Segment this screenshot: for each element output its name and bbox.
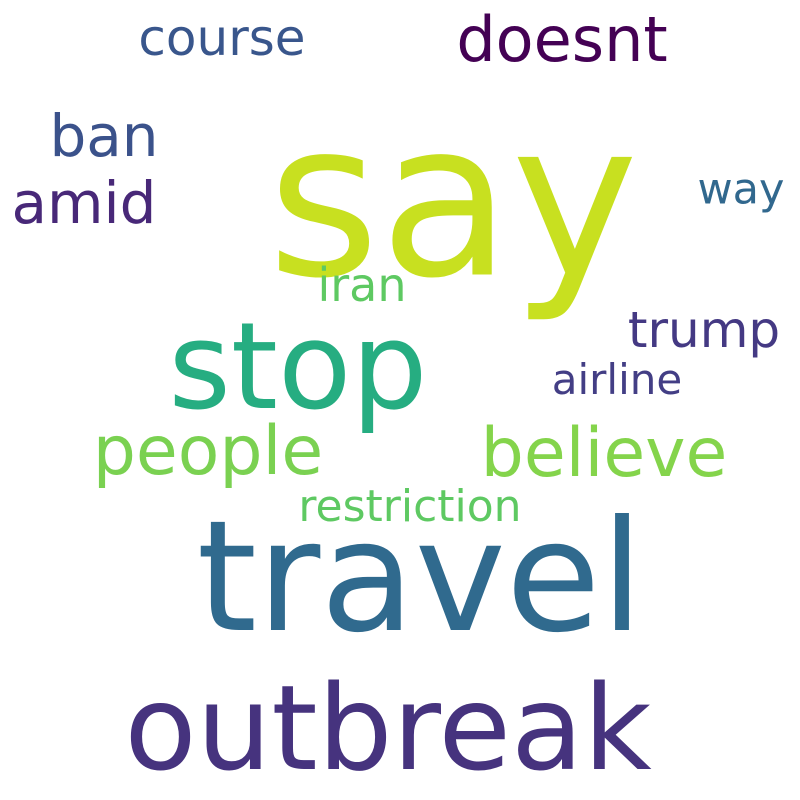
word-airline: airline	[551, 355, 683, 404]
word-trump: trump	[627, 301, 781, 359]
word-doesnt: doesnt	[456, 3, 668, 76]
word-travel: travel	[196, 488, 644, 667]
word-iran: iran	[317, 258, 407, 312]
word-amid: amid	[11, 169, 157, 237]
word-people: people	[92, 412, 324, 491]
word-stop: stop	[168, 298, 428, 437]
word-ban: ban	[49, 102, 159, 170]
word-outbreak: outbreak	[124, 659, 652, 797]
word-course: course	[138, 9, 306, 67]
word-say: say	[267, 74, 639, 326]
word-way: way	[697, 164, 785, 215]
word-believe: believe	[480, 414, 728, 493]
word-restriction: restriction	[298, 481, 522, 532]
